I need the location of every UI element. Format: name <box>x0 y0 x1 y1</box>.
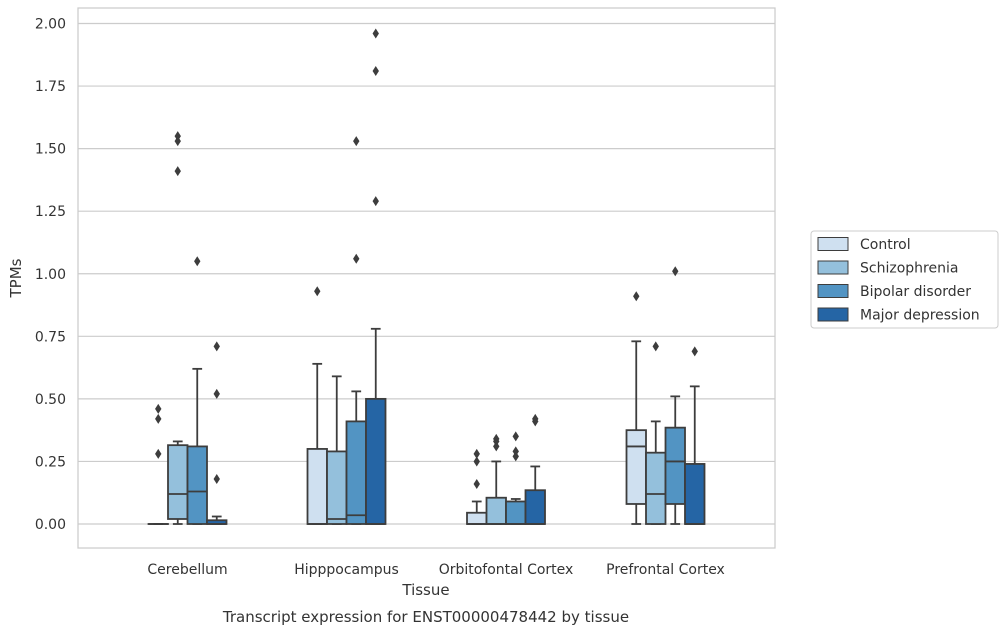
box-major-depression <box>684 346 706 525</box>
box-body <box>345 420 367 525</box>
x-tick-label: Hipppocampus <box>294 562 399 578</box>
outlier-point <box>532 413 539 424</box>
legend-label: Control <box>860 237 911 253</box>
box-body <box>645 451 667 525</box>
y-tick-label: 0.00 <box>35 517 66 533</box>
outlier-point <box>174 136 181 147</box>
outlier-point <box>314 286 321 297</box>
outlier-point <box>473 448 480 459</box>
box-body <box>505 500 527 525</box>
x-tick-label: Orbitofontal Cortex <box>439 562 574 578</box>
outlier-point <box>691 346 698 357</box>
legend-swatch <box>817 307 849 322</box>
y-tick-label: 1.50 <box>35 142 66 158</box>
box-body <box>664 426 686 505</box>
box-schizophrenia <box>167 131 189 525</box>
box-body <box>186 445 208 525</box>
outlier-point <box>155 448 162 459</box>
legend-swatch <box>817 237 849 251</box>
legend-label: Bipolar disorder <box>860 284 971 300</box>
outlier-point <box>155 413 162 424</box>
outlier-point <box>174 131 181 142</box>
y-tick-label: 1.00 <box>35 267 66 283</box>
box-schizophrenia <box>326 375 348 525</box>
legend-swatch <box>817 284 849 298</box>
box-body <box>326 450 348 525</box>
x-tick-label: Prefrontal Cortex <box>606 562 725 578</box>
box-control <box>147 403 169 525</box>
box-bipolar-disorder <box>505 431 527 525</box>
box-body <box>167 444 189 520</box>
x-tick-label: Cerebellum <box>147 562 227 578</box>
box-bipolar-disorder <box>186 256 208 525</box>
outlier-point <box>174 166 181 177</box>
legend: Control Schizophrenia Bipolar disorder Majo… <box>810 230 999 329</box>
outlier-point <box>372 28 379 39</box>
y-tick-label: 0.25 <box>35 454 66 470</box>
y-tick-label: 0.50 <box>35 392 66 408</box>
outlier-point <box>213 341 220 352</box>
box-body <box>485 496 507 525</box>
legend-label: Major depression <box>860 308 980 324</box>
box-body <box>684 463 706 525</box>
outlier-point <box>493 433 500 444</box>
chart-caption: Transcript expression for ENST0000047844… <box>222 608 629 626</box>
box-series <box>147 28 706 525</box>
outlier-point <box>633 291 640 302</box>
outlier-point <box>473 478 480 489</box>
outlier-point <box>473 456 480 467</box>
box-major-depression <box>524 413 546 525</box>
box-major-depression <box>206 341 228 525</box>
box-control <box>625 291 647 525</box>
outlier-point <box>652 341 659 352</box>
y-tick-label: 0.75 <box>35 329 66 345</box>
outlier-point <box>372 196 379 207</box>
outlier-point <box>672 266 679 277</box>
y-tick-labels: 0.00 0.25 0.50 0.75 1.00 1.25 1.50 1.75 2.00 <box>35 17 66 534</box>
box-body <box>524 489 546 525</box>
legend-label: Schizophrenia <box>860 261 958 277</box>
plot-frame <box>77 7 776 549</box>
box-schizophrenia <box>485 433 507 525</box>
outlier-point <box>213 473 220 484</box>
outlier-point <box>493 441 500 452</box>
x-tick-labels: Cerebellum Hipppocampus Orbitofontal Corte… <box>147 562 724 578</box>
x-axis-title: Tissue <box>401 581 449 599</box>
outlier-point <box>213 388 220 399</box>
box-body <box>365 397 387 525</box>
box-major-depression <box>365 28 387 525</box>
outlier-point <box>353 253 360 264</box>
outlier-point <box>372 66 379 77</box>
outlier-point <box>512 451 519 462</box>
legend-swatch <box>817 260 849 275</box>
y-axis-title: TPMs <box>7 258 25 298</box>
y-tick-label: 2.00 <box>35 17 66 33</box>
outlier-point <box>155 403 162 414</box>
box-body <box>625 429 647 505</box>
outlier-point <box>353 136 360 147</box>
legend-frame <box>810 230 999 329</box>
y-tick-label: 1.25 <box>35 204 66 220</box>
y-tick-label: 1.75 <box>35 79 66 95</box>
outlier-point <box>194 256 201 267</box>
outlier-point <box>512 431 519 442</box>
outlier-point <box>512 446 519 457</box>
box-body <box>306 448 328 525</box>
box-body <box>466 511 488 525</box>
